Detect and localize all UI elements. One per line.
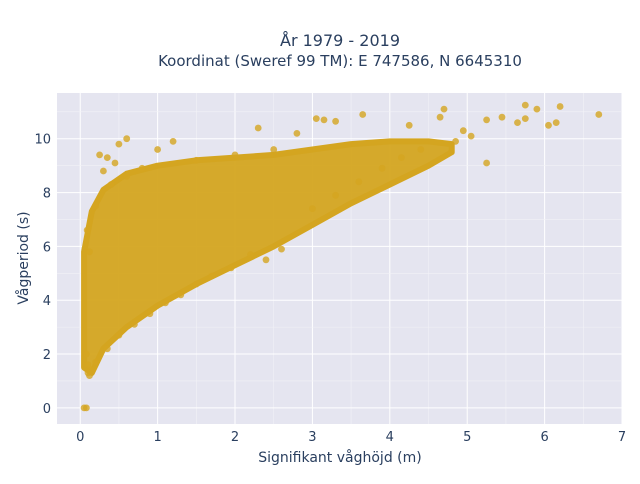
x-tick-label: 2 [231,430,239,445]
data-point [556,103,564,110]
data-point [312,115,320,122]
data-point [115,331,123,339]
data-point [227,264,235,272]
data-point [192,156,200,164]
data-point [247,251,254,258]
data-point [405,121,413,129]
data-point [483,159,490,167]
y-tick-label: 2 [43,348,51,363]
data-point [103,154,111,162]
y-tick-label: 0 [43,402,51,417]
y-axis-label: Vågperiod (s) [15,211,32,304]
data-point [378,164,386,172]
data-point [123,135,131,143]
data-point [254,124,262,132]
data-point [498,113,506,121]
y-tick-label: 4 [43,294,51,309]
data-point [521,115,529,122]
data-point [83,226,91,234]
data-point [514,119,521,126]
data-point [92,358,100,366]
data-point [533,105,541,113]
x-tick-labels: 0 1 2 3 4 5 6 7 [76,430,626,445]
data-point [320,116,328,124]
x-tick-label: 0 [76,430,84,445]
data-point [84,361,92,369]
data-point [131,321,138,328]
chart-title: År 1979 - 2019 [280,31,400,50]
data-point [107,181,115,188]
x-tick-label: 3 [308,430,316,445]
data-point [293,130,301,137]
data-point [146,310,154,318]
data-point [436,113,444,121]
data-point [92,202,100,210]
data-point [309,205,316,213]
dense-point-cloud [81,138,455,376]
x-tick-label: 4 [386,430,394,445]
y-tick-labels: 0 2 4 6 8 10 [34,133,51,417]
data-point [278,245,285,253]
data-point [138,164,146,172]
data-point [84,369,92,377]
chart-subtitle: Koordinat (Sweref 99 TM): E 747586, N 66… [158,52,522,70]
data-point [332,191,339,199]
data-point [96,151,103,159]
data-point [169,138,177,145]
data-point [86,248,93,256]
data-point [440,105,448,113]
data-point [270,146,278,153]
density-region [81,138,455,376]
data-point [552,119,560,126]
data-point [467,132,475,140]
data-point [332,117,339,125]
x-tick-label: 6 [540,430,548,445]
x-tick-label: 7 [618,430,626,445]
data-point [177,291,185,299]
data-point [359,111,367,118]
data-point [262,256,270,264]
y-tick-label: 10 [34,133,51,148]
data-point [111,159,119,167]
data-point [192,280,200,288]
data-point [459,127,467,135]
data-point [545,121,552,129]
data-point [452,138,459,145]
y-tick-label: 8 [43,187,51,202]
y-tick-label: 6 [43,240,51,255]
data-point [483,116,490,124]
data-point [103,345,111,353]
data-point [100,167,107,175]
x-tick-label: 1 [153,430,161,445]
x-tick-label: 5 [463,430,471,445]
data-point [208,272,216,280]
data-point [521,101,529,109]
data-point [83,350,90,358]
data-point [83,404,90,412]
data-point [123,173,131,180]
data-points [80,101,603,412]
data-point [417,146,425,153]
x-axis-label: Signifikant våghöjd (m) [258,449,421,466]
data-point [154,146,162,153]
data-point [115,140,123,148]
data-point [595,111,603,118]
data-point [231,151,239,159]
data-point [162,299,169,307]
data-point [398,154,405,162]
data-point [355,178,363,186]
